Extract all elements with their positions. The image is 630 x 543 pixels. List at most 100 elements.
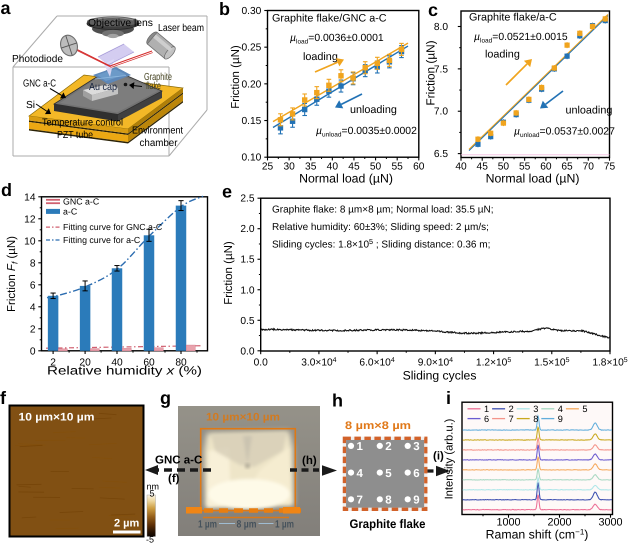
svg-text:40: 40 [111, 357, 123, 368]
svg-text:50: 50 [370, 161, 382, 172]
svg-text:2 µm: 2 µm [114, 518, 140, 530]
svg-text:0: 0 [30, 346, 36, 357]
svg-text:1.0: 1.0 [240, 285, 254, 296]
svg-text:µunload=0.0537±0.0027: µunload=0.0537±0.0027 [514, 127, 615, 140]
svg-text:Friction Ff (µN): Friction Ff (µN) [6, 236, 20, 312]
svg-text:7: 7 [509, 414, 514, 424]
svg-text:Friction (µN): Friction (µN) [424, 40, 438, 105]
svg-text:1.8×105: 1.8×105 [592, 357, 627, 369]
svg-text:7.5: 7.5 [434, 64, 448, 75]
svg-text:0.20: 0.20 [241, 79, 261, 90]
svg-text:8: 8 [30, 258, 36, 269]
svg-text:3000: 3000 [598, 517, 622, 529]
svg-text:Temperature control: Temperature control [42, 118, 123, 129]
svg-text:i: i [446, 388, 451, 408]
svg-text:60: 60 [540, 161, 552, 172]
svg-text:1.5: 1.5 [240, 255, 254, 266]
svg-text:4: 4 [357, 468, 364, 480]
svg-text:Fitting curve for a-C: Fitting curve for a-C [63, 235, 141, 245]
svg-text:0.10: 0.10 [241, 153, 261, 164]
svg-text:25: 25 [262, 161, 274, 172]
svg-text:Intensity (arb.u.): Intensity (arb.u.) [444, 418, 456, 499]
svg-text:1 µm: 1 µm [198, 519, 217, 531]
svg-text:70: 70 [583, 161, 595, 172]
svg-text:12: 12 [24, 214, 36, 225]
svg-text:Si: Si [26, 100, 35, 111]
svg-text:nm: nm [147, 482, 160, 492]
svg-text:Friction (µN): Friction (µN) [230, 45, 242, 109]
svg-text:6.5: 6.5 [434, 149, 448, 160]
svg-text:g: g [160, 388, 171, 408]
svg-text:55: 55 [392, 161, 404, 172]
svg-text:h: h [332, 391, 343, 411]
svg-text:2.0: 2.0 [240, 224, 254, 235]
svg-text:6: 6 [413, 468, 419, 480]
svg-text:8: 8 [533, 414, 538, 424]
svg-text:7: 7 [357, 495, 363, 507]
svg-text:10 µm×10 µm: 10 µm×10 µm [206, 412, 280, 424]
svg-text:flake: flake [146, 81, 161, 92]
svg-text:2: 2 [385, 441, 391, 453]
svg-text:30: 30 [283, 161, 295, 172]
svg-text:Friction (µN): Friction (µN) [223, 241, 235, 305]
svg-text:2: 2 [30, 324, 36, 335]
svg-text:a-C: a-C [63, 207, 78, 217]
svg-text:Sliding cycles: Sliding cycles [403, 369, 477, 383]
svg-text:Photodiode: Photodiode [12, 54, 63, 65]
svg-text:Graphite flake/GNC a-C: Graphite flake/GNC a-C [272, 13, 387, 25]
svg-text:PZT tube: PZT tube [57, 130, 93, 141]
svg-text:2: 2 [509, 404, 514, 414]
svg-text:6: 6 [30, 280, 36, 291]
svg-text:6.0×104: 6.0×104 [359, 357, 394, 369]
svg-text:µunload=0.0035±0.0002: µunload=0.0035±0.0002 [316, 126, 417, 139]
svg-text:(h): (h) [302, 455, 317, 467]
svg-text:loading: loading [303, 51, 338, 63]
svg-text:50: 50 [498, 161, 510, 172]
svg-text:14: 14 [24, 192, 36, 203]
svg-text:45: 45 [348, 161, 360, 172]
svg-text:65: 65 [561, 161, 573, 172]
svg-text:1: 1 [357, 441, 364, 453]
svg-text:60: 60 [413, 161, 425, 172]
svg-text:0.25: 0.25 [241, 43, 261, 54]
svg-text:-5: -5 [146, 535, 154, 543]
svg-text:µload=0.0521±0.0015: µload=0.0521±0.0015 [474, 32, 568, 45]
svg-text:5: 5 [150, 489, 155, 499]
svg-text:7.0: 7.0 [434, 107, 448, 118]
svg-text:40: 40 [327, 161, 339, 172]
svg-text:2: 2 [50, 357, 56, 368]
svg-text:Normal load (µN): Normal load (µN) [486, 172, 580, 186]
svg-text:9: 9 [558, 414, 563, 424]
svg-text:1.2×105: 1.2×105 [476, 357, 511, 369]
svg-text:0.30: 0.30 [241, 6, 261, 17]
svg-text:10: 10 [24, 236, 36, 247]
svg-text:3: 3 [533, 404, 538, 414]
svg-text:1.5×105: 1.5×105 [534, 357, 569, 369]
svg-text:Normal load (µN): Normal load (µN) [299, 172, 393, 186]
svg-text:unloading: unloading [350, 104, 397, 116]
svg-text:2000: 2000 [547, 517, 571, 529]
svg-text:Relative humidity x (%): Relative humidity x (%) [47, 364, 202, 378]
svg-text:c: c [428, 0, 438, 20]
svg-text:4: 4 [558, 404, 563, 414]
svg-text:8 µm: 8 µm [237, 519, 257, 531]
svg-text:GNC a-C: GNC a-C [63, 197, 100, 207]
svg-text:loading: loading [485, 49, 520, 61]
svg-text:Au cap: Au cap [89, 82, 117, 93]
svg-text:Laser beam: Laser beam [158, 23, 204, 34]
svg-text:a: a [1, 0, 12, 18]
svg-text:Graphite flake/a-C: Graphite flake/a-C [469, 12, 557, 24]
svg-text:Graphite flake: 8 µm×8 µm; Nor: Graphite flake: 8 µm×8 µm; Normal load: … [272, 205, 494, 216]
svg-text:8 µm×8 µm: 8 µm×8 µm [345, 420, 411, 432]
svg-text:(f): (f) [168, 473, 180, 485]
svg-text:0.0: 0.0 [240, 346, 254, 357]
svg-text:9.0×104: 9.0×104 [418, 357, 453, 369]
svg-text:80: 80 [175, 357, 187, 368]
svg-text:2.5: 2.5 [240, 194, 254, 205]
svg-text:4: 4 [30, 302, 36, 313]
svg-text:Fitting curve for GNC a-C: Fitting curve for GNC a-C [63, 222, 163, 232]
svg-text:Raman shift (cm−1): Raman shift (cm−1) [486, 528, 589, 542]
svg-text:60: 60 [143, 357, 155, 368]
svg-text:0.0: 0.0 [254, 358, 268, 369]
svg-text:0.5: 0.5 [240, 316, 254, 327]
